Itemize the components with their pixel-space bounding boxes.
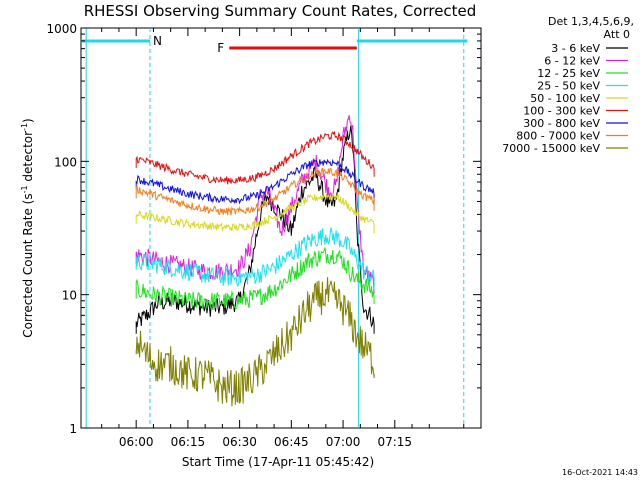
legend-title-detectors: Det 1,3,4,5,6,9, [548,15,634,28]
x-axis: 06:00 06:15 06:30 06:45 07:00 07:15 [101,28,465,449]
legend-label: 25 - 50 keV [537,80,600,93]
plot-frame [80,27,482,429]
y-axis-label: Corrected Count Rate (s-1 detector-1) [20,118,35,337]
night-flag-label: N [153,34,162,48]
series-line [135,277,375,407]
x-tick-label: 06:45 [274,435,309,449]
series-line [135,125,375,334]
x-axis-label: Start Time (17-Apr-11 05:45:42) [182,455,374,469]
y-tick-label: 1000 [46,22,77,36]
generation-timestamp: 16-Oct-2021 14:43 [562,468,638,477]
x-tick-label: 06:30 [222,435,257,449]
legend-label: 50 - 100 keV [530,92,600,105]
series-line [135,227,375,289]
y-axis: 1 10 100 1000 [46,22,481,436]
flare-flag-label: F [217,41,224,55]
legend-title-attenuator: Att 0 [604,28,630,41]
legend-label: 300 - 800 keV [523,117,600,130]
series-layer [135,115,375,407]
legend-label: 12 - 25 keV [537,67,600,80]
series-line [135,192,375,234]
y-tick-label: 10 [62,289,77,303]
series-line [135,130,375,185]
x-tick-label: 07:15 [377,435,412,449]
legend-label: 3 - 6 keV [551,42,600,55]
legend-label: 800 - 7000 keV [516,130,600,143]
y-tick-label: 100 [54,155,77,169]
x-tick-label: 06:15 [171,435,206,449]
x-tick-label: 07:00 [326,435,361,449]
series-line [135,247,375,310]
legend-label: 6 - 12 keV [544,55,600,68]
series-line [135,115,375,294]
legend-label: 100 - 300 keV [523,105,600,118]
x-tick-label: 06:00 [119,435,154,449]
series-line [135,158,375,205]
legend-label: 7000 - 15000 keV [502,142,600,155]
series-line [135,167,375,216]
chart-title: RHESSI Observing Summary Count Rates, Co… [84,2,477,20]
plot-area [80,27,482,429]
y-tick-label: 1 [69,422,77,436]
